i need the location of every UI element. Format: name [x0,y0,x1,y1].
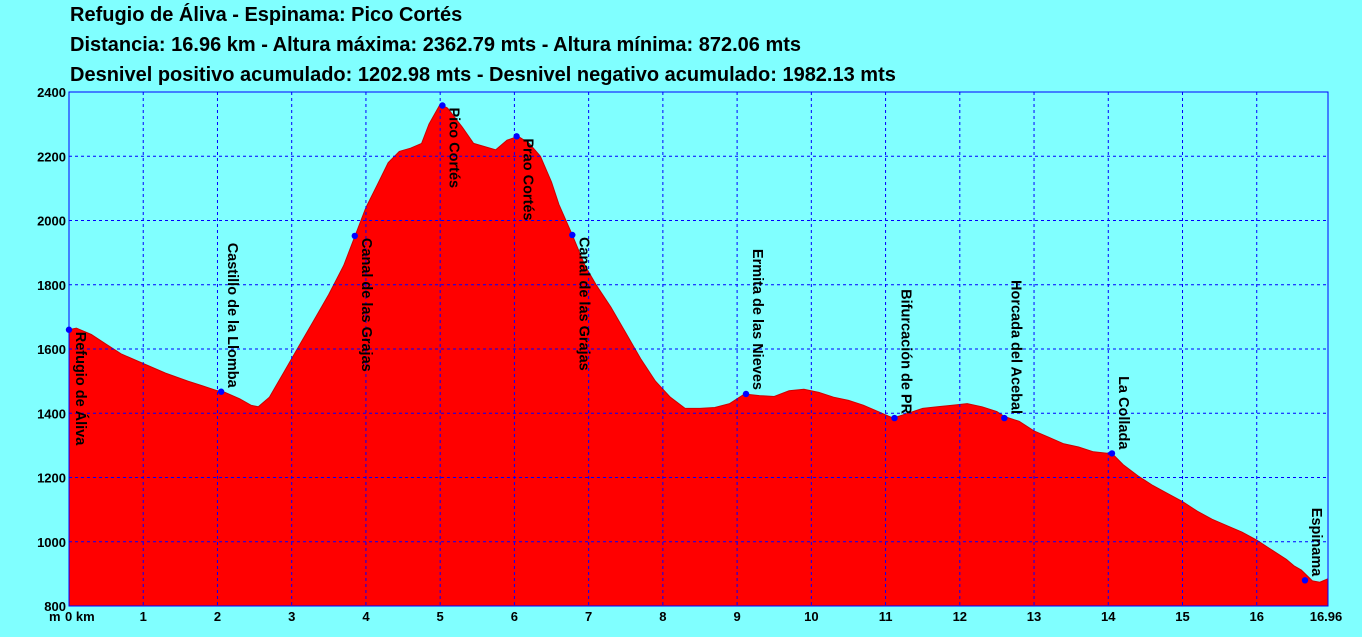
waypoint-marker [513,133,520,140]
x-tick-label: 13 [1027,609,1041,624]
x-tick-label: 16 [1250,609,1264,624]
elevation-gain-summary: Desnivel positivo acumulado: 1202.98 mts… [70,64,896,86]
x-tick-label: 7 [585,609,592,624]
waypoint-label: Ermita de las Nieves [749,249,765,390]
waypoint-marker [569,231,576,239]
waypoint-label: Espinama [1308,508,1324,577]
waypoint-marker [1108,450,1116,457]
waypoint-marker [742,390,750,398]
waypoint-label: Pico Cortés [445,107,461,188]
y-tick-label: 1600 [37,342,66,357]
waypoint-label: La Collada [1115,376,1131,450]
plot-frame [68,91,1329,607]
waypoint-marker [439,102,446,109]
waypoint-marker [217,388,225,395]
waypoint-label: Castillo de la Llomba [224,243,240,389]
y-tick-label: 1800 [37,278,66,293]
waypoint-marker [351,232,358,240]
y-tick-label: 800 [44,599,66,614]
y-unit-label: m [49,609,61,624]
x-tick-label: 12 [953,609,967,624]
x-tick-label: 5 [437,609,444,624]
waypoint-label: Refugio de Áliva [72,332,89,447]
chart-title: Refugio de Áliva - Espinama: Pico Cortés [70,4,463,26]
waypoint-label: Canal de las Grajas [358,238,374,372]
y-tick-label: 2400 [37,85,66,100]
waypoint-marker [891,414,898,422]
x-tick-label: 2 [214,609,221,624]
y-tick-label: 1000 [37,535,66,550]
x-tick-label: 11 [879,609,893,624]
x-tick-label: 0 km [65,609,95,624]
x-tick-label: 8 [659,609,666,624]
y-tick-label: 1400 [37,406,66,421]
y-tick-label: 2000 [37,214,66,229]
x-tick-label: 3 [288,609,295,624]
y-tick-label: 2200 [37,149,66,164]
waypoint-marker [1001,414,1008,422]
x-tick-label: 15 [1175,609,1189,624]
x-tick-label: 14 [1101,609,1116,624]
distance-altitude-summary: Distancia: 16.96 km - Altura máxima: 236… [70,34,802,56]
x-tick-label: 16.96 [1310,609,1343,624]
x-tick-label: 10 [804,609,818,624]
waypoint-label: Prao Cortés [520,138,536,220]
waypoint-marker [1301,577,1309,584]
elevation-area [68,103,1329,607]
waypoint-label: Bifurcación de PR [897,289,913,414]
waypoint-label: Horcada del Acebal [1007,280,1023,414]
waypoint-marker [65,326,73,333]
x-tick-label: 6 [511,609,518,624]
y-tick-label: 1200 [37,471,66,486]
waypoint-label: Canal de las Grajas [575,237,591,371]
x-tick-label: 9 [733,609,740,624]
x-tick-label: 4 [362,609,370,624]
x-tick-label: 1 [140,609,147,624]
